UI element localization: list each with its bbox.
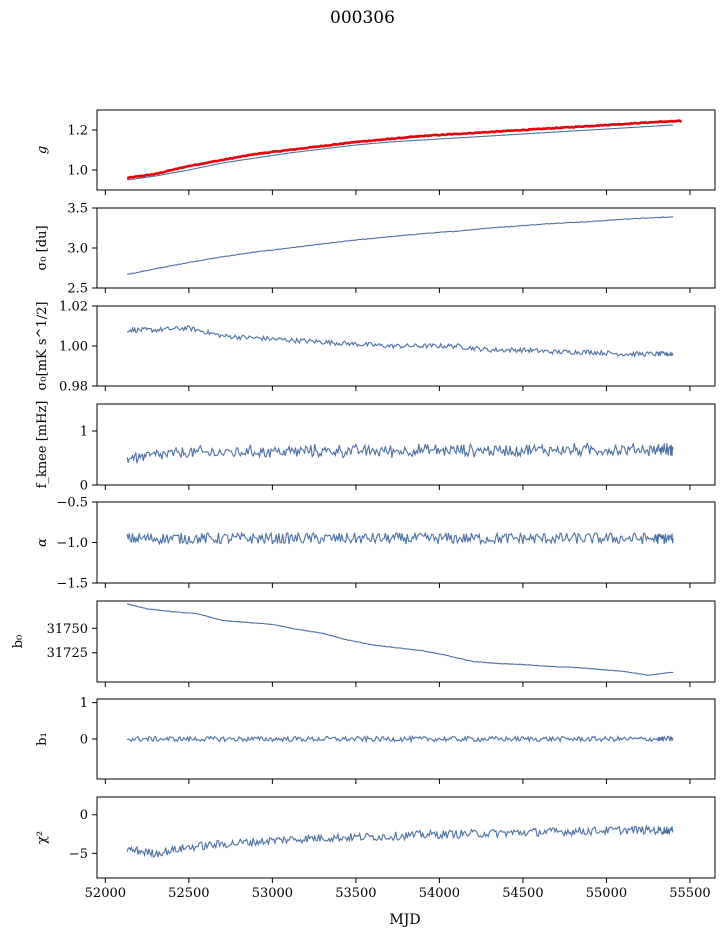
series-line — [127, 603, 674, 676]
y-tick-label: 0 — [80, 733, 88, 748]
x-tick-label: 52000 — [85, 886, 126, 901]
y-tick-label: 1.0 — [67, 164, 88, 179]
series-line — [126, 441, 674, 465]
y-tick-label: 1.2 — [67, 124, 88, 139]
panel-chi2: 52000 52500 53000 53500 54000 54500 55000 55500… — [35, 796, 716, 901]
y-axis-label: χ² — [35, 831, 50, 844]
y-tick-label: −1.5 — [56, 577, 88, 592]
y-tick-label: 0 — [80, 808, 88, 823]
x-tick-label: 54500 — [502, 886, 543, 901]
y-axis-label: f_knee [mHz] — [35, 401, 50, 489]
panel-alpha: −1.5 −1.0 −0.5 α — [35, 496, 716, 592]
series-line — [127, 124, 674, 181]
axes-frame — [96, 600, 716, 683]
chart-panels: 1.0 1.2 g 2.5 3.0 3.5 σ₀ [du] 0.98 1.00 1.02 σ₀[mK… — [11, 109, 716, 901]
y-tick-label: 0 — [80, 479, 88, 494]
y-tick-label: 1.00 — [59, 340, 88, 355]
y-tick-label: 31750 — [47, 622, 88, 637]
y-axis-label: σ₀ [du] — [35, 225, 50, 270]
x-tick-label: 54000 — [419, 886, 460, 901]
figure-title: 000306 — [330, 8, 395, 28]
y-tick-label: −0.5 — [56, 496, 88, 511]
series-line — [127, 734, 674, 744]
x-tick-label: 53000 — [252, 886, 293, 901]
series-line-overlay — [126, 119, 682, 180]
y-tick-label: 1.02 — [59, 300, 88, 315]
y-axis-label: g — [35, 146, 50, 154]
panel-b1: 0 1 b₁ — [35, 696, 716, 784]
x-tick-label: 55000 — [586, 886, 627, 901]
y-tick-label: 1 — [80, 425, 88, 440]
axes-frame — [96, 403, 716, 486]
panel-fknee: 0 1 f_knee [mHz] — [35, 401, 716, 494]
series-line — [126, 216, 674, 275]
y-tick-label: 0.98 — [59, 380, 88, 395]
x-tick-label: 55500 — [669, 886, 710, 901]
axes-frame — [96, 796, 716, 879]
y-axis-label: α — [35, 538, 50, 547]
y-tick-label: 3.5 — [67, 202, 88, 217]
x-tick-label: 52500 — [168, 886, 209, 901]
series-line — [126, 325, 674, 358]
y-axis-label: b₀ — [11, 635, 26, 649]
axes-frame — [96, 305, 716, 387]
y-tick-label: 3.0 — [67, 242, 88, 257]
series-line — [126, 531, 674, 546]
axes-frame — [96, 109, 716, 191]
y-axis-label: b₁ — [35, 732, 50, 746]
x-tick-label: 53500 — [335, 886, 376, 901]
y-tick-label: 2.5 — [67, 282, 88, 297]
y-tick-label: −1.0 — [56, 536, 88, 551]
x-axis-label: MJD — [389, 912, 420, 928]
panel-b0: 31725 31750 b₀ — [11, 600, 716, 687]
y-tick-label: −5 — [69, 847, 88, 862]
axes-frame — [96, 207, 716, 289]
series-line — [126, 823, 674, 858]
panel-g: 1.0 1.2 g — [35, 109, 716, 195]
y-tick-label: 31725 — [47, 646, 88, 661]
panel-sigma0_mK: 0.98 1.00 1.02 σ₀[mK s^1/2] — [35, 300, 716, 395]
y-axis-label: σ₀[mK s^1/2] — [35, 302, 50, 391]
y-tick-label: 1 — [80, 696, 88, 711]
panel-sigma0_du: 2.5 3.0 3.5 σ₀ [du] — [35, 202, 716, 297]
